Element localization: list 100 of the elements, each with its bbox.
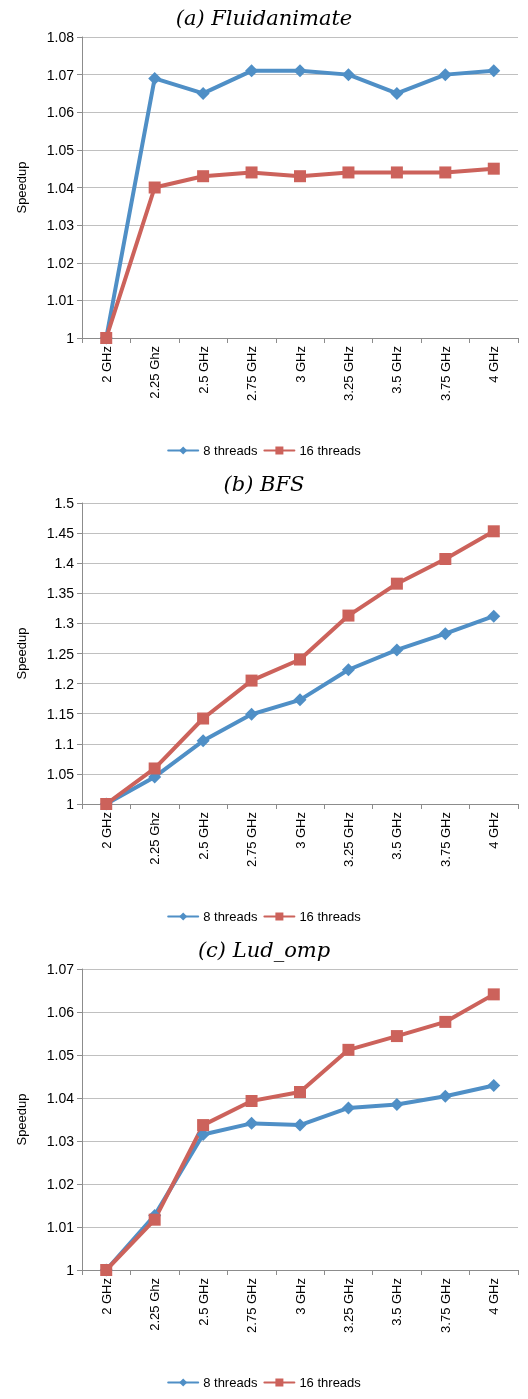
x-tick-label: 3 GHz: [292, 1278, 308, 1315]
x-tick-label: 4 GHz: [486, 1278, 502, 1315]
x-tick-label: 3.5 GHz: [389, 346, 405, 394]
y-tick-label: 1.01: [46, 292, 75, 309]
y-tick-label: 1.2: [54, 675, 75, 692]
point: [390, 166, 403, 179]
point: [487, 609, 501, 623]
point: [293, 64, 307, 78]
y-tick-label: 1.35: [46, 585, 75, 602]
chart-title: (b) BFS: [223, 471, 305, 496]
point: [148, 71, 162, 85]
point: [390, 1030, 403, 1043]
y-tick-label: 1.07: [46, 961, 75, 977]
y-tick-label: 1.01: [46, 1219, 75, 1235]
y-tick-label: 1.02: [46, 254, 75, 271]
y-tick-label: 1.05: [46, 141, 75, 158]
point: [390, 1097, 404, 1111]
y-tick-label: 1.04: [46, 179, 75, 196]
point: [245, 674, 258, 687]
x-tick-label: 2.25 Ghz: [147, 812, 163, 865]
x-tick-label: 3.25 GHz: [340, 1278, 356, 1333]
y-tick-label: 1.03: [46, 1133, 75, 1149]
point: [341, 68, 355, 82]
y-tick-label: 1.05: [46, 1047, 75, 1063]
x-tick-label: 3.25 GHz: [340, 812, 356, 867]
point: [294, 653, 306, 666]
point: [245, 1095, 258, 1108]
x-tick-label: 2 GHz: [98, 346, 114, 383]
y-tick-label: 1.06: [46, 1004, 75, 1020]
y-tick-label: 1.04: [46, 1090, 75, 1106]
y-tick-label: 1.07: [46, 66, 75, 83]
y-tick-label: 1.1: [54, 735, 75, 752]
point: [439, 166, 452, 179]
legend-label: 16 threads: [299, 1375, 362, 1390]
point: [197, 712, 210, 725]
point: [245, 166, 258, 179]
x-tick-label: 3.75 GHz: [437, 346, 453, 401]
x-tick-label: 4 GHz: [486, 346, 502, 383]
x-tick-label: 2.25 Ghz: [147, 346, 163, 399]
x-tick-label: 2.5 GHz: [195, 346, 211, 394]
point: [293, 693, 307, 707]
point: [294, 1085, 306, 1098]
y-tick-label: 1: [66, 796, 75, 812]
legend-label: 16 threads: [299, 443, 362, 458]
point: [245, 1116, 259, 1130]
legend-label: 8 threads: [203, 909, 258, 924]
x-tick-label: 3.25 GHz: [340, 346, 356, 401]
y-tick-label: 1.45: [46, 525, 75, 542]
point: [197, 1119, 210, 1132]
point: [439, 552, 452, 565]
y-tick-label: 1.03: [46, 217, 75, 234]
point: [341, 1101, 355, 1115]
point: [438, 627, 452, 641]
point: [342, 1043, 355, 1056]
point: [148, 762, 161, 775]
x-tick-label: 3.75 GHz: [437, 812, 453, 867]
x-tick-label: 2.5 GHz: [195, 1278, 211, 1326]
x-tick-label: 3.5 GHz: [389, 1278, 405, 1326]
y-tick-label: 1.06: [46, 104, 75, 121]
x-tick-label: 2 GHz: [98, 1278, 114, 1315]
y-tick-label: 1: [66, 330, 75, 346]
point: [487, 525, 500, 538]
y-tick-label: 1.05: [46, 765, 75, 782]
point: [390, 577, 403, 590]
x-tick-label: 3.75 GHz: [437, 1278, 453, 1333]
x-tick-label: 3.5 GHz: [389, 812, 405, 860]
x-tick-label: 2.5 GHz: [195, 812, 211, 860]
x-tick-label: 2.75 GHz: [244, 1278, 260, 1333]
point: [487, 1079, 501, 1093]
y-axis-title: Speedup: [14, 1093, 29, 1146]
point: [148, 1213, 161, 1226]
x-tick-label: 3 GHz: [292, 812, 308, 849]
y-tick-label: 1.25: [46, 645, 75, 662]
point: [294, 170, 306, 183]
point: [245, 64, 259, 78]
y-tick-label: 1.02: [46, 1176, 75, 1192]
y-tick-label: 1.3: [54, 615, 75, 632]
point: [196, 734, 210, 748]
point: [390, 643, 404, 657]
point: [438, 1089, 452, 1103]
x-tick-label: 2.75 GHz: [244, 346, 260, 401]
y-tick-label: 1.4: [54, 555, 75, 572]
point: [342, 166, 355, 179]
point: [342, 609, 355, 622]
point: [487, 988, 500, 1001]
point: [196, 86, 210, 100]
point: [390, 86, 404, 100]
y-axis-title: Speedup: [14, 161, 29, 214]
point: [148, 181, 161, 194]
y-tick-label: 1.08: [46, 29, 75, 45]
point: [197, 170, 210, 183]
legend-label: 8 threads: [203, 443, 258, 458]
x-tick-label: 2 GHz: [98, 812, 114, 849]
point: [341, 663, 355, 677]
chart-title: (c) Lud_omp: [197, 937, 331, 962]
x-tick-label: 2.25 Ghz: [147, 1278, 163, 1331]
point: [293, 1118, 307, 1132]
point: [439, 1015, 452, 1028]
point: [245, 707, 259, 721]
point: [487, 162, 500, 175]
